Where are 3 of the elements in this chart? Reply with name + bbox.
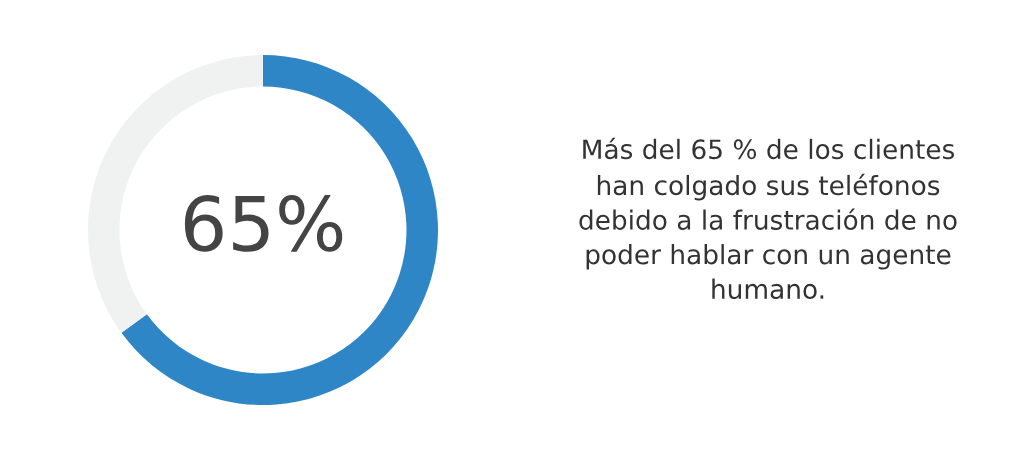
donut-slice [121,55,438,405]
text: 65% [184,195,343,252]
text: Más del 65 % de los clientes han colgado sus teléfonos debido a la frustración de no poder hablar con un agente humano. [579,137,957,300]
